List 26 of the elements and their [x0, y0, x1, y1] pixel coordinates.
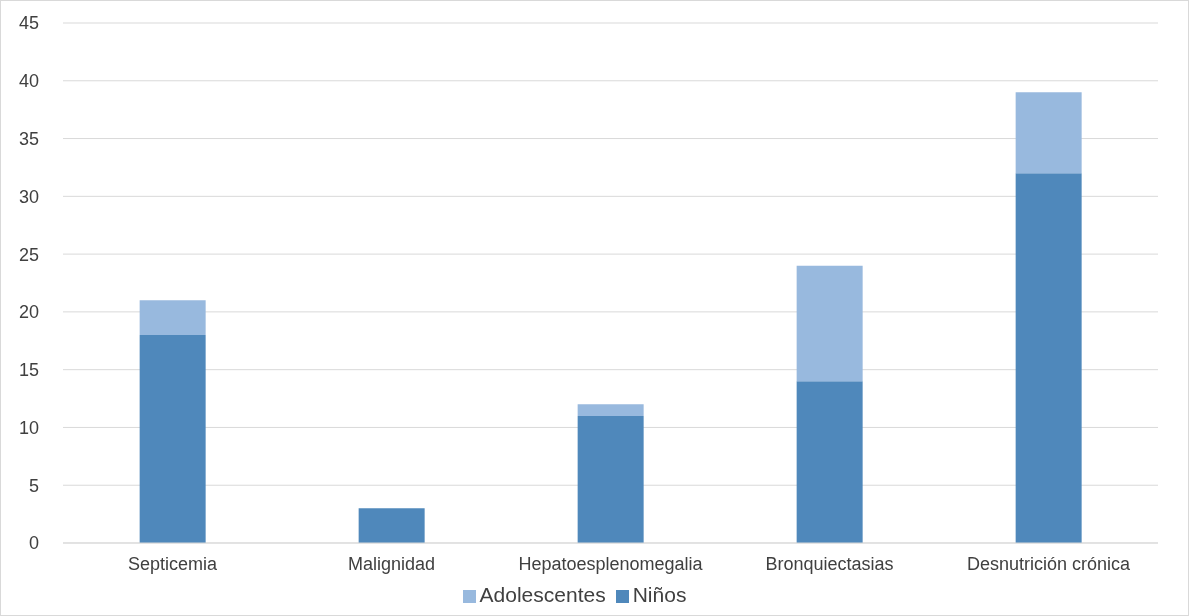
y-tick-label: 25	[18, 244, 39, 265]
y-tick-label: 45	[18, 13, 39, 34]
bar	[796, 381, 863, 543]
bar	[1015, 92, 1082, 174]
x-tick-label: Malignidad	[347, 553, 436, 574]
legend-label: Niños	[632, 583, 687, 606]
x-tick-label: Desnutrición crónica	[966, 553, 1132, 574]
bar	[358, 508, 425, 543]
x-tick-label: Septicemia	[127, 553, 219, 574]
bar	[577, 404, 644, 416]
bar	[796, 265, 863, 382]
x-tick-label: Bronquiectasias	[765, 553, 894, 574]
y-tick-label: 15	[18, 360, 39, 381]
bar	[139, 300, 206, 335]
x-tick-label: Hepatoesplenomegalia	[518, 553, 704, 574]
y-tick-label: 20	[18, 302, 39, 323]
y-tick-label: 30	[18, 186, 39, 207]
bar	[577, 415, 644, 543]
y-tick-label: 0	[28, 533, 39, 554]
y-tick-label: 5	[28, 475, 39, 496]
y-tick-label: 10	[18, 417, 39, 438]
bar	[139, 335, 206, 543]
bar	[1015, 173, 1082, 543]
y-tick-label: 35	[18, 128, 39, 149]
legend-label: Adolescentes	[479, 583, 606, 606]
y-tick-label: 40	[18, 71, 39, 92]
